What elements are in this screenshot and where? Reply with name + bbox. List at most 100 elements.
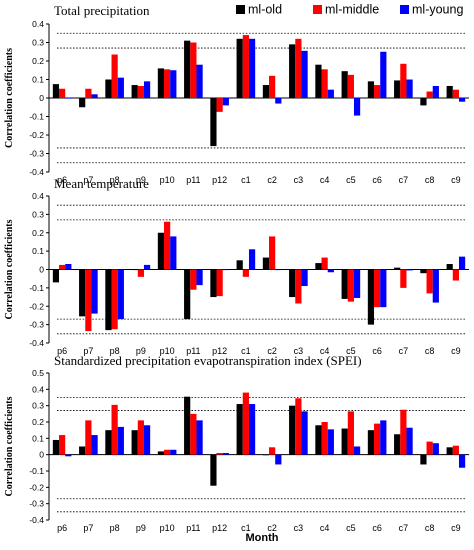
bar-ml-middle-p8 — [112, 405, 118, 455]
legend-item-ml-young: ml-young — [400, 3, 463, 17]
bar-ml-old-p10 — [158, 233, 164, 270]
bar-ml-middle-c9 — [453, 446, 459, 455]
bar-ml-old-c2 — [263, 258, 269, 270]
bar-ml-young-c9 — [459, 257, 465, 270]
bar-ml-old-c7 — [394, 434, 400, 454]
bar-ml-young-c1 — [249, 404, 255, 455]
chart-panel-3: Standardized precipitation evapotranspir… — [4, 353, 469, 533]
panel-title: Total precipitation — [54, 3, 150, 18]
y-tick-label: -0.1 — [29, 283, 44, 293]
bar-ml-old-p7 — [79, 447, 85, 455]
bar-ml-old-c3 — [289, 44, 295, 98]
bar-ml-middle-c3 — [295, 39, 301, 98]
x-tick-label: c7 — [399, 346, 409, 356]
x-axis-label: Month — [246, 532, 279, 544]
bar-ml-old-p6 — [53, 270, 59, 283]
bar-ml-old-p7 — [79, 270, 85, 317]
bar-ml-young-p9 — [144, 425, 150, 454]
x-tick-label: c7 — [399, 523, 409, 533]
x-tick-label: c6 — [372, 175, 382, 185]
bar-ml-young-c8 — [433, 86, 439, 98]
bar-ml-middle-c3 — [295, 270, 301, 304]
bar-ml-middle-c4 — [322, 258, 328, 270]
bar-ml-young-p10 — [170, 236, 176, 269]
x-tick-label: c8 — [425, 175, 435, 185]
bar-ml-young-c5 — [354, 98, 360, 116]
bar-ml-young-c7 — [406, 80, 412, 99]
bar-ml-young-p11 — [196, 65, 202, 98]
bar-ml-young-c4 — [328, 429, 334, 454]
bar-ml-middle-c1 — [243, 270, 249, 277]
bar-ml-old-c7 — [394, 80, 400, 98]
bar-ml-old-p7 — [79, 98, 85, 107]
bar-ml-young-c2 — [275, 98, 281, 104]
bar-ml-middle-c3 — [295, 398, 301, 454]
bar-ml-old-p10 — [158, 68, 164, 98]
bar-ml-young-c2 — [275, 270, 281, 271]
bar-ml-old-p11 — [184, 41, 190, 98]
bar-ml-old-c4 — [315, 263, 321, 269]
bar-ml-young-p7 — [91, 435, 97, 455]
y-tick-label: 0.3 — [32, 38, 44, 48]
bar-ml-middle-c2 — [269, 76, 275, 98]
bar-ml-young-c5 — [354, 447, 360, 455]
y-tick-label: 0.3 — [32, 401, 44, 411]
bar-ml-old-p11 — [184, 270, 190, 320]
legend-item-ml-old: ml-old — [236, 3, 282, 17]
x-tick-label: p12 — [212, 175, 227, 185]
bar-ml-old-p8 — [105, 270, 111, 331]
x-tick-label: p8 — [110, 523, 120, 533]
bar-ml-middle-c5 — [348, 270, 354, 302]
x-tick-label: p11 — [186, 175, 200, 185]
bar-ml-old-p12 — [210, 455, 216, 486]
bar-ml-middle-c7 — [400, 270, 406, 288]
x-tick-label: c3 — [294, 175, 304, 185]
bar-ml-old-p10 — [158, 451, 164, 454]
bar-ml-middle-c4 — [322, 422, 328, 455]
legend-label: ml-old — [248, 3, 282, 17]
bar-ml-old-c8 — [420, 98, 426, 105]
x-tick-label: p12 — [212, 523, 227, 533]
y-tick-label: -0.1 — [29, 466, 44, 476]
bar-ml-old-c6 — [368, 270, 374, 325]
bar-ml-middle-p9 — [138, 270, 144, 277]
bar-ml-old-c7 — [394, 268, 400, 270]
bar-ml-old-p11 — [184, 397, 190, 455]
bar-ml-middle-p11 — [190, 414, 196, 455]
bar-ml-middle-p7 — [85, 420, 91, 454]
x-tick-label: p7 — [83, 523, 93, 533]
bar-ml-middle-p6 — [59, 265, 65, 270]
x-tick-label: c9 — [451, 523, 461, 533]
bar-ml-middle-c2 — [269, 236, 275, 269]
y-axis-label: Correlation coefficients — [4, 219, 15, 319]
x-tick-label: c4 — [320, 523, 330, 533]
x-tick-label: c3 — [294, 523, 304, 533]
bar-ml-middle-c8 — [427, 270, 433, 294]
bar-ml-old-p9 — [132, 85, 138, 98]
bar-ml-middle-p10 — [164, 69, 170, 98]
bar-ml-young-c3 — [301, 270, 307, 287]
bar-ml-middle-p12 — [217, 453, 223, 455]
bar-ml-young-p7 — [91, 270, 97, 314]
bar-ml-old-c5 — [342, 429, 348, 455]
bar-ml-young-c6 — [380, 270, 386, 308]
bar-ml-young-p10 — [170, 450, 176, 455]
bar-ml-young-c7 — [406, 428, 412, 455]
bar-ml-middle-c6 — [374, 424, 380, 455]
bar-ml-middle-p11 — [190, 43, 196, 99]
bar-ml-young-p10 — [170, 70, 176, 98]
bar-ml-old-p8 — [105, 430, 111, 455]
legend-label: ml-young — [412, 3, 463, 17]
y-tick-label: -0.1 — [29, 112, 44, 122]
x-tick-label: c9 — [451, 175, 461, 185]
y-tick-label: 0.2 — [32, 56, 44, 66]
x-tick-label: p9 — [136, 523, 146, 533]
y-tick-label: 0.4 — [32, 19, 44, 29]
bar-ml-old-p12 — [210, 98, 216, 146]
bar-ml-old-c3 — [289, 270, 295, 298]
x-tick-label: c2 — [267, 175, 277, 185]
bar-ml-young-c9 — [459, 455, 465, 468]
bar-ml-old-c1 — [237, 260, 243, 269]
bar-ml-middle-c8 — [427, 92, 433, 98]
y-tick-label: 0.2 — [32, 228, 44, 238]
